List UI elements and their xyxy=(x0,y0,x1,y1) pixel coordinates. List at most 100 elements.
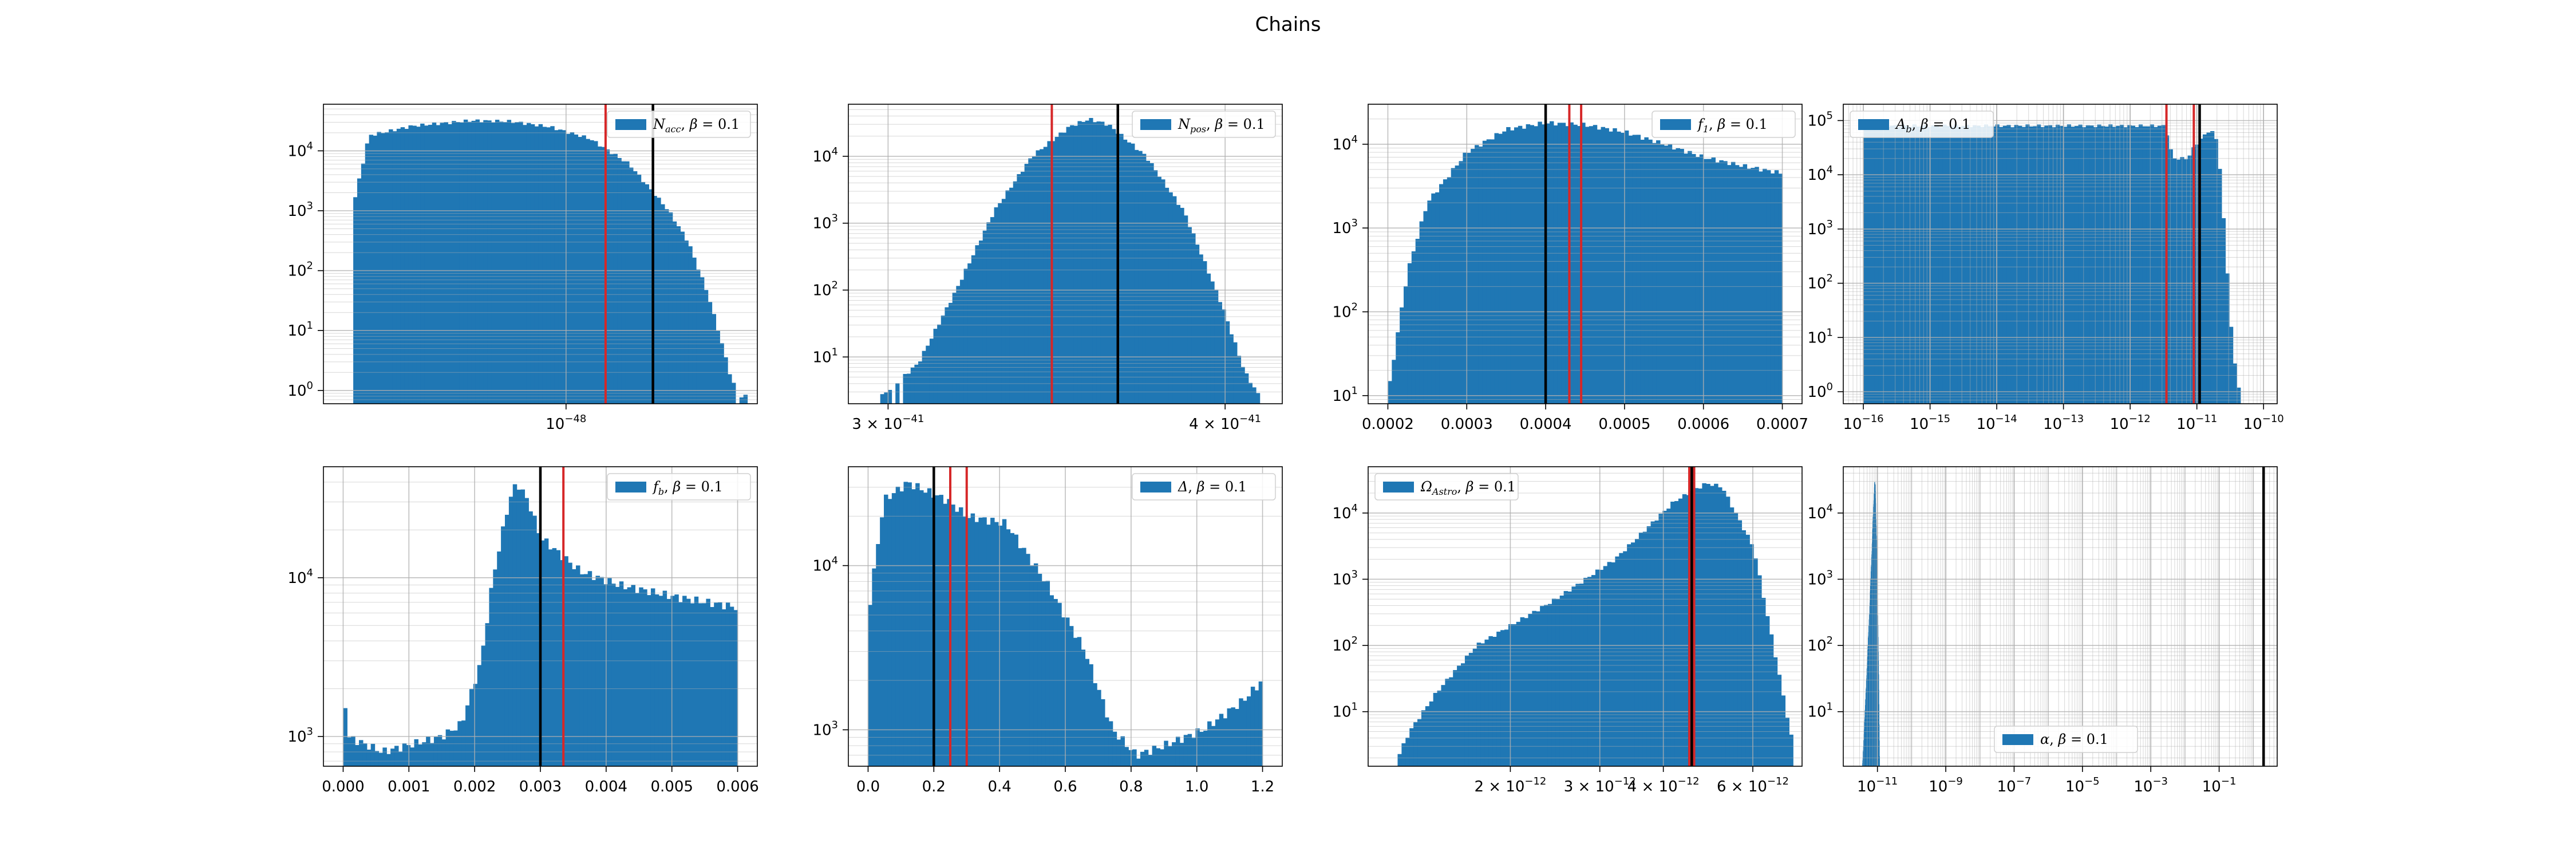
histogram-bar xyxy=(2025,124,2030,404)
histogram-bar xyxy=(1085,659,1089,766)
histogram-bar xyxy=(1984,124,1989,404)
histogram-bar xyxy=(2082,127,2087,404)
histogram-bar xyxy=(739,397,744,404)
histogram-bar xyxy=(544,538,549,766)
histogram-bar xyxy=(1215,719,1220,766)
histogram-bar xyxy=(366,749,372,766)
x-tick-label: 0.005 xyxy=(650,778,693,795)
histogram-bar xyxy=(552,548,557,766)
histogram-bar xyxy=(1142,153,1147,404)
histogram-bar xyxy=(1654,520,1659,766)
histogram-bar xyxy=(1573,124,1578,404)
histogram-bar xyxy=(1164,187,1170,404)
histogram-bar xyxy=(1670,501,1675,766)
histogram-bar xyxy=(1778,174,1783,404)
histogram-bar xyxy=(650,588,655,766)
histogram-bar xyxy=(485,623,490,766)
histogram-bar xyxy=(2029,126,2034,404)
histogram-bars xyxy=(1397,483,1793,766)
histogram-bar xyxy=(2218,168,2222,404)
chart-alpha: 10−11 10−9 10−7 10−5 10−3 10−1101102103104α, … xyxy=(1807,466,2278,795)
histogram-bar xyxy=(1674,501,1679,766)
histogram-bar xyxy=(2237,387,2241,404)
histogram-bar xyxy=(2108,124,2113,404)
grid xyxy=(323,104,757,404)
histogram-bar xyxy=(1737,520,1743,766)
histogram-bar xyxy=(1176,204,1181,404)
histogram-bar xyxy=(670,596,675,766)
histogram-bar xyxy=(1916,127,1921,404)
histogram-bar xyxy=(1119,133,1124,404)
axes-frame xyxy=(1368,466,1803,767)
histogram-bar xyxy=(721,609,726,766)
histogram-bar xyxy=(441,739,447,766)
histogram-bar xyxy=(872,568,876,766)
histogram-bar xyxy=(1761,597,1766,766)
histogram-bar xyxy=(416,127,421,404)
histogram-bar xyxy=(1148,754,1153,766)
histogram-bar xyxy=(615,586,620,766)
histogram-bar xyxy=(1128,750,1133,766)
histogram-bar xyxy=(1203,730,1208,766)
histogram-bar xyxy=(1236,356,1242,404)
histogram-bar xyxy=(974,522,979,766)
histogram-bar xyxy=(583,574,588,766)
histogram-bar xyxy=(426,736,430,766)
histogram-bar xyxy=(674,594,679,766)
histogram-bar xyxy=(355,745,359,766)
histogram-bar xyxy=(1112,129,1116,404)
histogram-bar xyxy=(1785,718,1789,766)
axes-frame xyxy=(1843,104,2278,404)
histogram-bar xyxy=(657,198,661,404)
histogram-bar xyxy=(694,596,699,766)
histogram-bar xyxy=(1567,591,1573,766)
histogram-bar xyxy=(1475,145,1479,404)
histogram-bar xyxy=(887,499,892,766)
histogram-bar xyxy=(487,120,492,404)
histogram-bar xyxy=(613,153,618,404)
histogram-bar xyxy=(448,124,452,404)
histogram-bar xyxy=(1879,756,1880,766)
histogram-bar xyxy=(1534,126,1538,404)
histogram-bar xyxy=(635,593,639,766)
histogram-bar xyxy=(2002,125,2007,404)
histogram-bar xyxy=(2150,124,2154,404)
histogram-bar xyxy=(962,517,967,766)
histogram-bar xyxy=(733,610,738,766)
histogram-bar xyxy=(637,174,642,404)
histogram-bars xyxy=(343,484,738,766)
histogram-bar xyxy=(1666,509,1671,766)
histogram-bar xyxy=(507,120,512,404)
histogram-bar xyxy=(1601,127,1606,404)
histogram-bar xyxy=(2138,124,2143,404)
histogram-bar xyxy=(374,751,380,766)
x-tick-label: 0.006 xyxy=(716,778,758,795)
histogram-bar xyxy=(1195,728,1200,766)
histogram-bar xyxy=(1715,162,1720,404)
histogram-bar xyxy=(1950,127,1954,404)
histogram-bar xyxy=(508,497,513,766)
histogram-bar xyxy=(1549,121,1554,404)
histogram-bar xyxy=(1066,127,1070,404)
histogram-bar xyxy=(1623,551,1627,766)
histogram-bar xyxy=(1874,126,1879,404)
histogram-bar xyxy=(658,596,663,766)
histogram-bar xyxy=(516,490,521,766)
histogram-bar xyxy=(1179,743,1184,766)
histogram-bar xyxy=(907,482,912,766)
histogram-bar xyxy=(1010,533,1015,766)
histogram-bar xyxy=(1725,497,1730,766)
histogram-bar xyxy=(1538,121,1542,404)
histogram-bar xyxy=(1718,487,1722,766)
histogram-bar xyxy=(2225,273,2230,404)
histogram-bar xyxy=(1144,750,1149,766)
histogram-bar xyxy=(710,606,714,766)
histogram-bar xyxy=(641,182,646,404)
histogram-bar xyxy=(1041,581,1046,766)
legend-label: Δ, β = 0.1 xyxy=(1178,479,1247,495)
histogram-bar xyxy=(949,302,953,404)
histogram-bar xyxy=(1207,721,1212,766)
histogram-bar xyxy=(1901,124,1906,404)
histogram-bar xyxy=(389,129,393,404)
histogram-bar xyxy=(1104,717,1109,766)
